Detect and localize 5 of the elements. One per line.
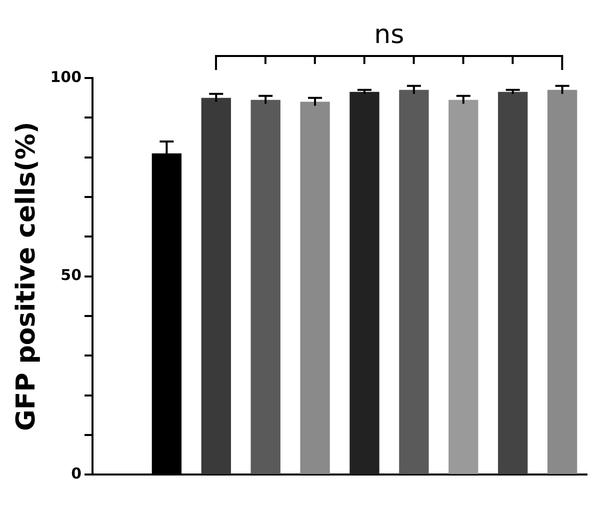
y-tick-label: 100: [50, 68, 82, 86]
text: ns: [373, 20, 406, 50]
y-axis-title: GFP positive cells(%): [11, 122, 42, 431]
y-tick-label: 50: [60, 266, 82, 284]
y-tick-label: 0: [71, 464, 82, 482]
